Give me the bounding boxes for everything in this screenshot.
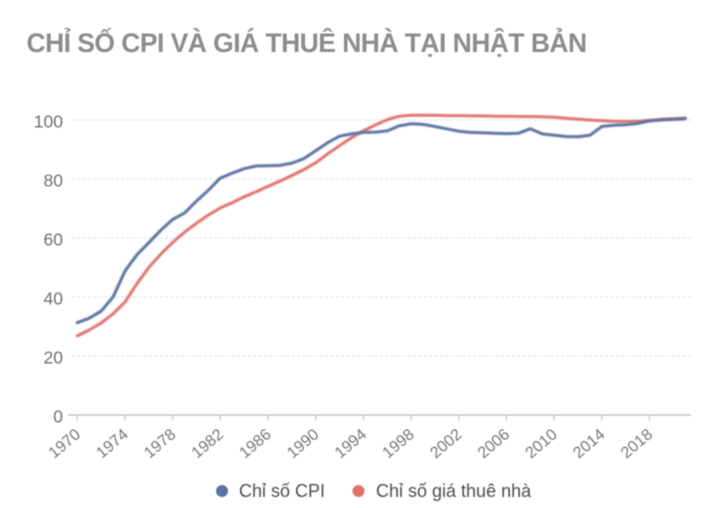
svg-text:2014: 2014 — [570, 426, 608, 462]
svg-text:1986: 1986 — [237, 426, 275, 462]
svg-text:40: 40 — [44, 288, 64, 308]
svg-text:CHỈ SỐ CPI VÀ GIÁ THUÊ NHÀ TẠI: CHỈ SỐ CPI VÀ GIÁ THUÊ NHÀ TẠI NHẬT BẢN — [27, 28, 587, 58]
svg-text:1998: 1998 — [380, 426, 418, 462]
svg-text:60: 60 — [44, 229, 64, 249]
svg-text:1974: 1974 — [94, 426, 132, 462]
svg-text:20: 20 — [44, 347, 64, 367]
svg-text:100: 100 — [34, 111, 63, 131]
svg-text:2018: 2018 — [618, 426, 656, 462]
svg-text:80: 80 — [44, 170, 64, 190]
svg-text:1982: 1982 — [189, 426, 227, 462]
svg-text:Chỉ số giá thuê nhà: Chỉ số giá thuê nhà — [376, 481, 532, 501]
svg-text:2002: 2002 — [427, 426, 465, 462]
svg-text:1994: 1994 — [332, 426, 370, 462]
svg-text:Chỉ số CPI: Chỉ số CPI — [239, 481, 325, 501]
svg-text:1990: 1990 — [284, 426, 322, 462]
svg-text:2010: 2010 — [523, 426, 561, 462]
svg-text:1970: 1970 — [46, 426, 84, 462]
svg-text:1978: 1978 — [141, 426, 179, 462]
svg-text:0: 0 — [53, 406, 63, 426]
svg-text:2006: 2006 — [475, 426, 513, 462]
